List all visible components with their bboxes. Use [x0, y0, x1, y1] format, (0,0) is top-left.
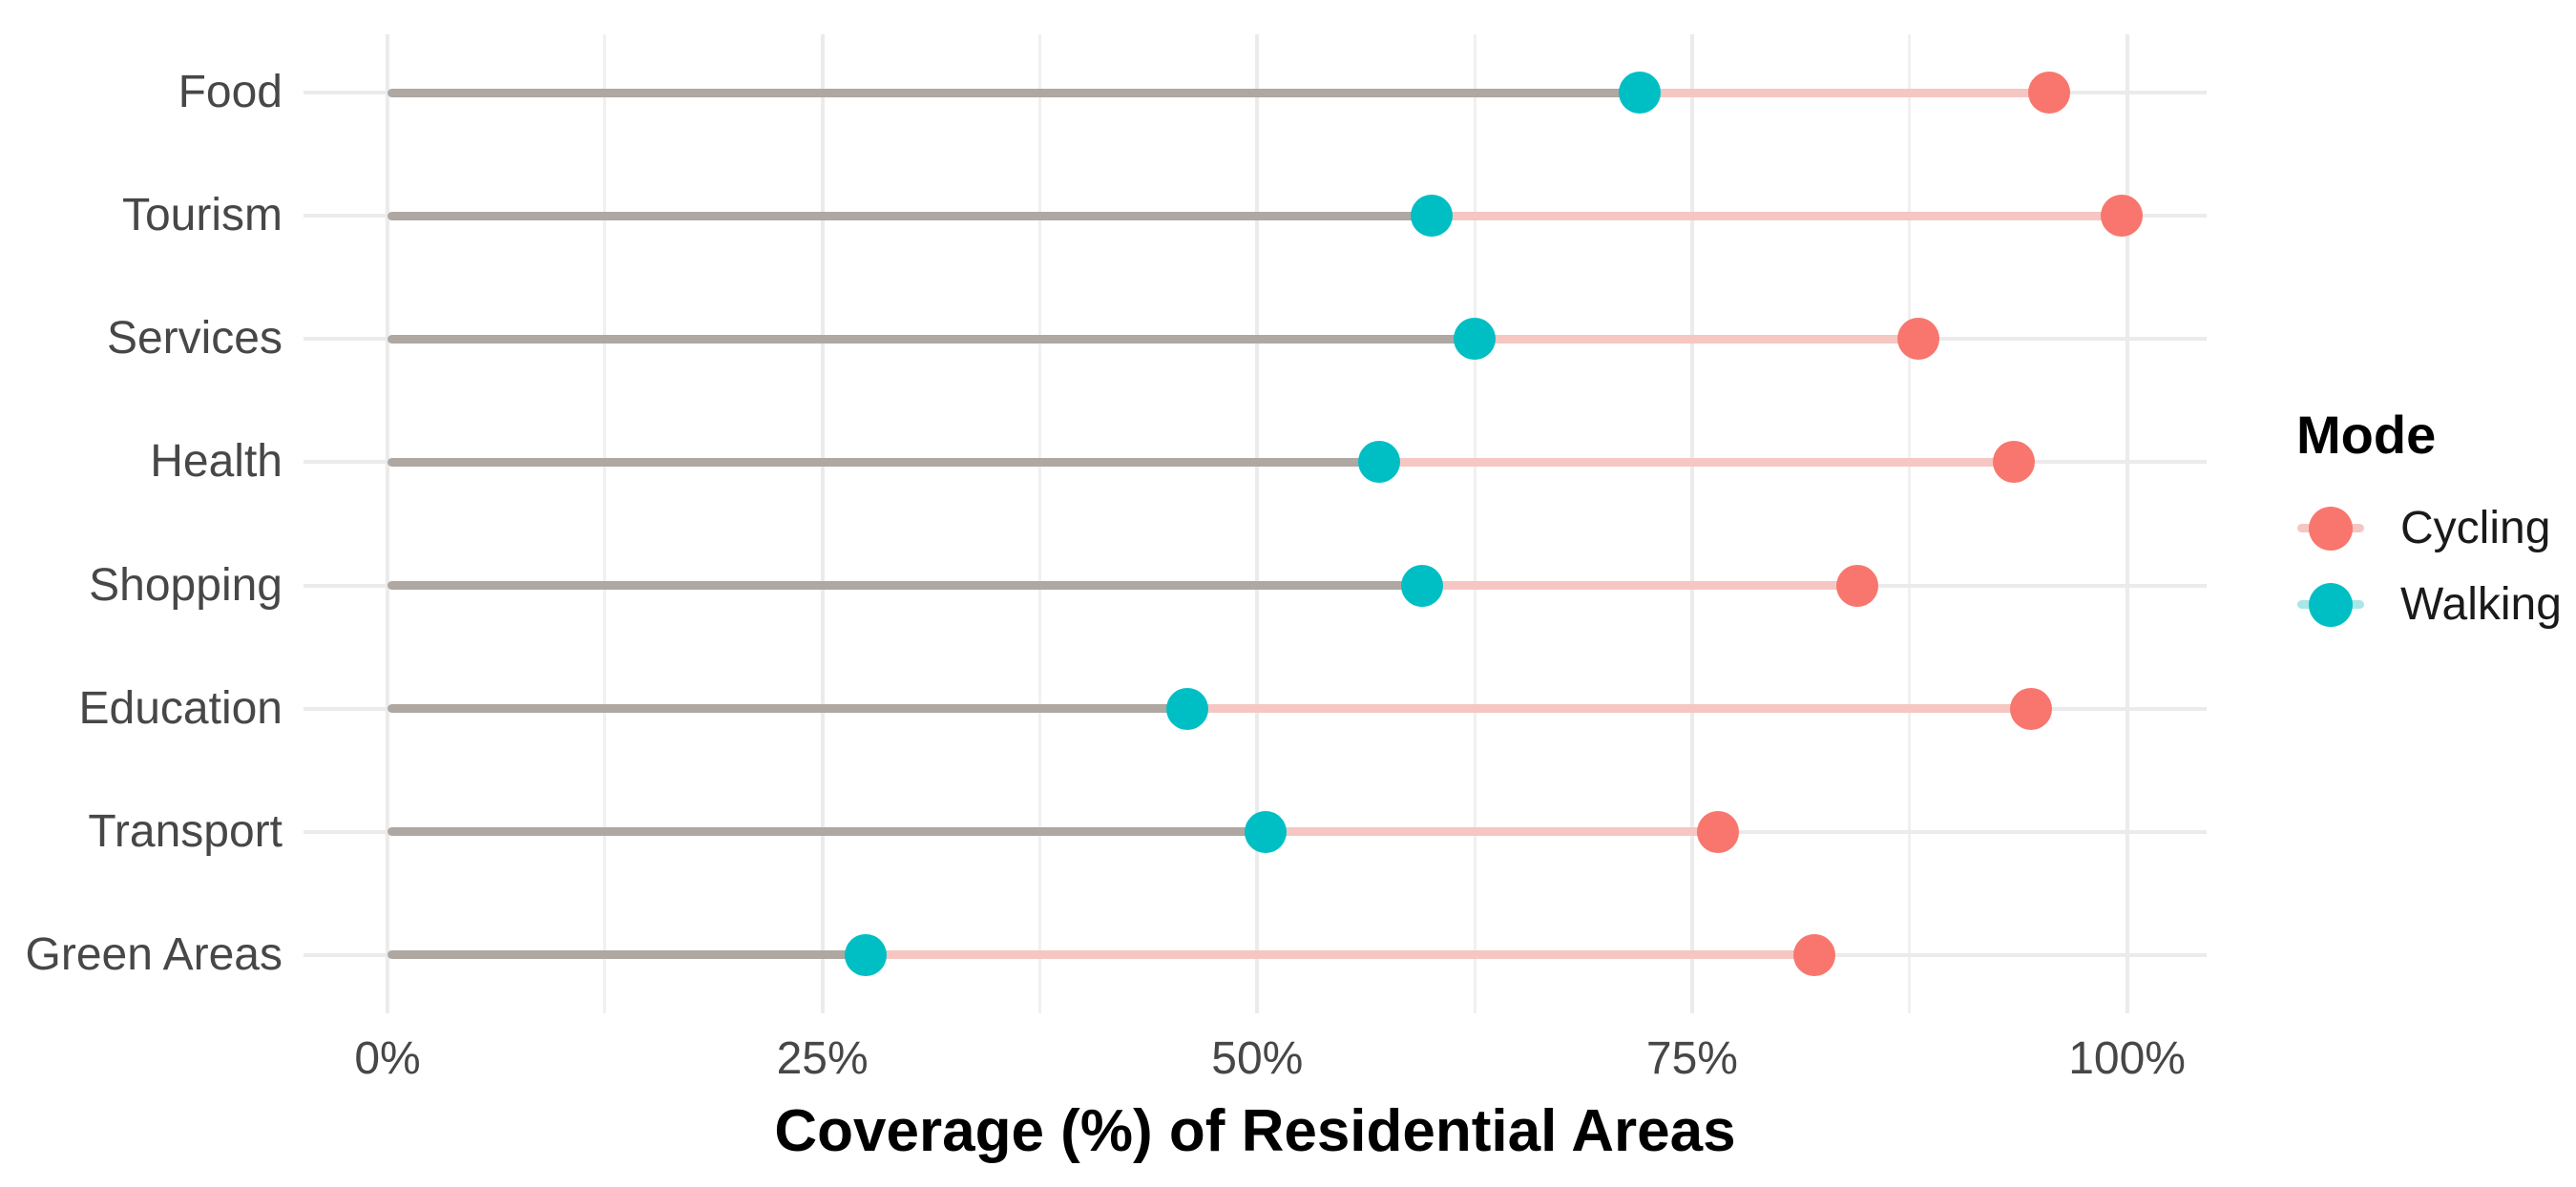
- segment-connector: [1266, 827, 1719, 837]
- x-axis-tick-label: 50%: [1211, 1033, 1304, 1084]
- data-point-walking: [1619, 72, 1662, 114]
- y-axis-label: Services: [106, 313, 283, 364]
- gridline-major-vertical: [820, 34, 825, 1013]
- segment-base: [387, 211, 1432, 220]
- segment-connector: [1475, 334, 1918, 344]
- gridline-major-vertical: [1689, 34, 1694, 1013]
- data-point-walking: [845, 933, 888, 976]
- segment-base: [387, 334, 1476, 344]
- data-point-walking: [1245, 810, 1288, 853]
- y-axis-label: Green Areas: [25, 928, 283, 980]
- gridline-major-vertical: [1255, 34, 1260, 1013]
- segment-connector: [866, 950, 1814, 960]
- data-point-cycling: [1792, 933, 1835, 976]
- segment-connector: [1187, 704, 2032, 714]
- legend-label-walking: Walking: [2400, 579, 2562, 630]
- segment-connector: [1378, 457, 2015, 467]
- data-point-cycling: [2027, 72, 2070, 114]
- data-point-cycling: [1896, 318, 1939, 361]
- data-point-cycling: [1993, 441, 2036, 484]
- y-axis-label: Health: [150, 436, 283, 488]
- x-axis-tick-label: 75%: [1645, 1033, 1738, 1084]
- data-point-cycling: [2101, 195, 2144, 238]
- x-axis-title: Coverage (%) of Residential Areas: [774, 1098, 1736, 1164]
- segment-base: [387, 457, 1379, 467]
- legend-label-cycling: Cycling: [2400, 503, 2551, 553]
- data-point-cycling: [2010, 687, 2053, 730]
- gridline-major-vertical: [2125, 34, 2129, 1013]
- segment-connector: [1640, 88, 2049, 97]
- data-point-walking: [1410, 195, 1453, 238]
- segment-connector: [1431, 211, 2123, 220]
- x-axis-tick-label: 25%: [776, 1033, 869, 1084]
- y-axis-label: Transport: [88, 805, 283, 857]
- y-axis-label: Education: [78, 682, 283, 734]
- y-axis-label: Shopping: [89, 559, 283, 611]
- segment-base: [387, 88, 1641, 97]
- segment-base: [387, 581, 1423, 591]
- gridline-minor-vertical: [1037, 34, 1041, 1013]
- data-point-walking: [1166, 687, 1209, 730]
- segment-base: [387, 704, 1188, 714]
- y-axis-label: Food: [178, 67, 283, 117]
- x-axis-tick-label: 100%: [2068, 1033, 2186, 1084]
- data-point-cycling: [1836, 564, 1879, 607]
- segment-connector: [1422, 581, 1858, 591]
- legend-key-dot-walking-icon: [2309, 583, 2353, 627]
- data-point-cycling: [1697, 810, 1740, 853]
- data-point-walking: [1401, 564, 1444, 607]
- data-point-walking: [1454, 318, 1497, 361]
- x-axis-tick-label: 0%: [354, 1033, 421, 1084]
- gridline-minor-vertical: [603, 34, 607, 1013]
- gridline-minor-vertical: [1473, 34, 1476, 1013]
- gridline-minor-vertical: [1908, 34, 1912, 1013]
- data-point-walking: [1357, 441, 1400, 484]
- segment-base: [387, 950, 867, 960]
- segment-base: [387, 827, 1267, 837]
- legend-key-dot-cycling-icon: [2309, 507, 2353, 551]
- y-axis-label: Tourism: [121, 190, 283, 241]
- legend-title: Mode: [2296, 405, 2437, 465]
- gridline-major-vertical: [386, 34, 389, 1013]
